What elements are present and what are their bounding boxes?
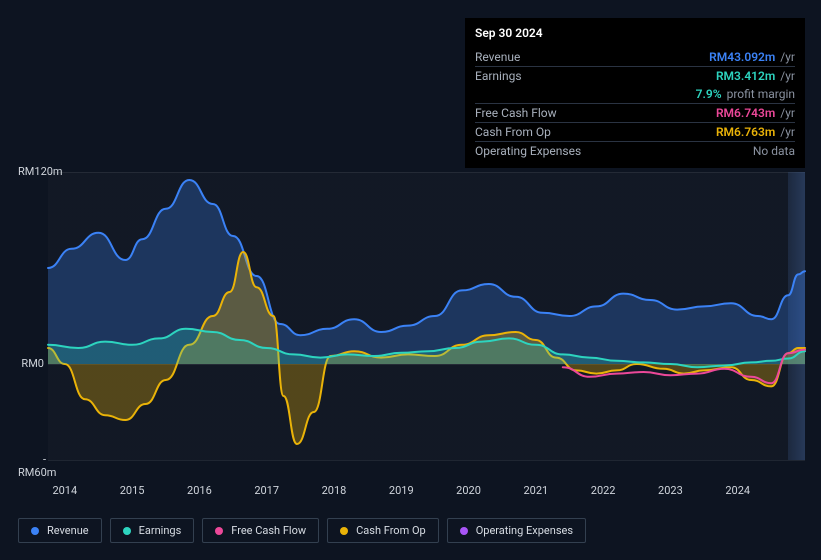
tooltip-row-label: Cash From Op xyxy=(475,125,551,139)
legend-dot-icon xyxy=(340,527,348,535)
tooltip-row-label: Revenue xyxy=(475,50,520,64)
tooltip-row-value: RM3.412m /yr xyxy=(716,69,795,83)
tooltip-row: Revenue RM43.092m /yr xyxy=(475,48,795,66)
legend-item-free_cash_flow[interactable]: Free Cash Flow xyxy=(202,518,319,543)
tooltip-row: 7.9% profit margin xyxy=(475,85,795,103)
x-axis-label: 2023 xyxy=(658,484,683,497)
y-axis-label: RM120m xyxy=(18,165,46,178)
legend: Revenue Earnings Free Cash Flow Cash From O… xyxy=(18,518,805,543)
legend-label: Revenue xyxy=(47,524,89,537)
legend-item-earnings[interactable]: Earnings xyxy=(110,518,195,543)
x-axis-label: 2021 xyxy=(523,484,548,497)
x-axis-label: 2020 xyxy=(456,484,481,497)
legend-label: Free Cash Flow xyxy=(231,524,306,537)
tooltip-row: Free Cash Flow RM6.743m /yr xyxy=(475,103,795,122)
x-axis-label: 2014 xyxy=(52,484,77,497)
tooltip-row-value: 7.9% profit margin xyxy=(696,87,795,101)
x-axis: 2014 2015 2016 2017 2018 2019 2020 2021 2022 2023… xyxy=(18,484,805,500)
x-axis-label: 2022 xyxy=(591,484,616,497)
tooltip-row: Earnings RM3.412m /yr xyxy=(475,66,795,85)
tooltip-row-value: No data xyxy=(753,144,795,158)
x-axis-label: 2019 xyxy=(389,484,414,497)
tooltip-row-value: RM6.763m /yr xyxy=(716,125,795,139)
x-axis-label: 2015 xyxy=(120,484,145,497)
legend-dot-icon xyxy=(215,527,223,535)
tooltip-row-value: RM43.092m /yr xyxy=(709,50,795,64)
tooltip-row-label: Earnings xyxy=(475,69,522,83)
legend-dot-icon xyxy=(123,527,131,535)
tooltip-row: Cash From Op RM6.763m /yr xyxy=(475,122,795,141)
legend-label: Cash From Op xyxy=(356,524,426,537)
legend-item-revenue[interactable]: Revenue xyxy=(18,518,102,543)
gridline xyxy=(48,460,805,461)
legend-item-cash_from_op[interactable]: Cash From Op xyxy=(327,518,439,543)
plot-area[interactable] xyxy=(48,172,805,460)
financial-history-chart: Sep 30 2024 Revenue RM43.092m /yr Earnings… xyxy=(0,0,821,560)
y-axis-label: RM0 xyxy=(18,357,44,370)
x-axis-label: 2024 xyxy=(725,484,750,497)
tooltip-row-label: Free Cash Flow xyxy=(475,106,557,120)
x-axis-label: 2016 xyxy=(187,484,212,497)
legend-label: Operating Expenses xyxy=(476,524,573,537)
y-axis-label: -RM60m xyxy=(18,453,46,479)
tooltip-row-value: RM6.743m /yr xyxy=(716,106,795,120)
series-fill-revenue xyxy=(48,180,805,364)
chart-area: RM120mRM0-RM60m xyxy=(18,158,805,474)
tooltip-date: Sep 30 2024 xyxy=(475,26,795,44)
chart-tooltip: Sep 30 2024 Revenue RM43.092m /yr Earnings… xyxy=(465,18,805,168)
legend-dot-icon xyxy=(31,527,39,535)
x-axis-label: 2017 xyxy=(254,484,279,497)
legend-dot-icon xyxy=(460,527,468,535)
tooltip-row-label: Operating Expenses xyxy=(475,144,581,158)
legend-label: Earnings xyxy=(139,524,182,537)
series-svg xyxy=(48,172,805,460)
legend-item-opex[interactable]: Operating Expenses xyxy=(447,518,586,543)
x-axis-label: 2018 xyxy=(322,484,347,497)
